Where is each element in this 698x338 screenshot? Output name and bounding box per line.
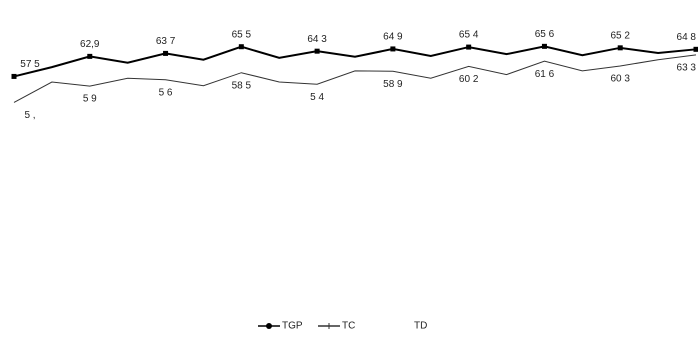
point-marker [11,73,17,79]
data-label: 5 6 [159,87,173,98]
point-marker [390,46,396,52]
point-marker [87,53,93,59]
point-marker [163,50,169,56]
data-label: 65 6 [535,29,555,40]
series-line [13,54,697,103]
data-label: 58 9 [383,79,403,90]
data-label: 5 9 [83,94,97,105]
data-label: 65 5 [232,29,252,40]
data-label: 64 8 [677,32,697,43]
data-label: 5 4 [310,92,324,103]
data-label: 5 , [24,110,35,121]
data-label: 60 2 [459,74,479,85]
data-label: 64 9 [383,32,403,43]
data-label: 64 3 [307,34,327,45]
point-marker [617,45,623,51]
legend-marker [266,323,272,329]
data-label: 62,9 [80,39,100,50]
point-marker [314,48,320,54]
legend-label: TGP [282,321,303,332]
data-label: 57 5 [20,59,40,70]
point-marker [693,46,698,52]
data-label: 65 4 [459,30,479,41]
legend-label: TD [414,321,427,332]
data-label: 61 6 [535,69,555,80]
point-marker [541,43,547,49]
point-marker [238,44,244,50]
data-label: 58 5 [232,80,252,91]
series-line [13,45,697,78]
legend-label: TC [342,321,355,332]
data-label: 60 3 [610,74,630,85]
data-label: 65 2 [610,30,630,41]
data-label: 63 7 [156,36,176,47]
data-label: 63 3 [677,63,697,74]
point-marker [466,44,472,50]
